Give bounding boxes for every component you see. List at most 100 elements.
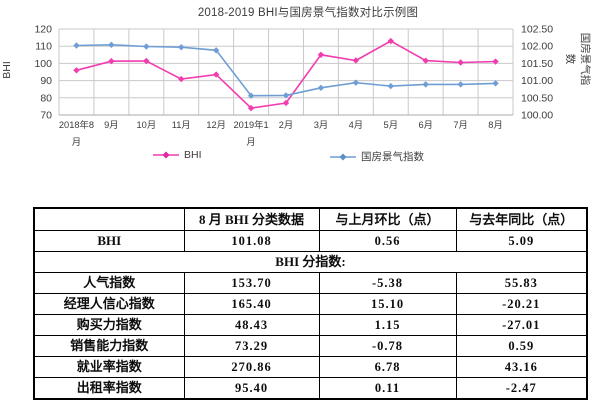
table-cell: 95.40 bbox=[183, 377, 320, 400]
table-cell: 15.10 bbox=[318, 293, 457, 315]
data-point-国房景气指数 bbox=[212, 47, 220, 54]
x-axis-tick-label: 4月 bbox=[349, 120, 363, 130]
row-label-span: BHI 分指数: bbox=[33, 251, 588, 273]
table-cell: 1.15 bbox=[318, 314, 457, 336]
row-label-text: BHI 分指数: bbox=[275, 254, 346, 269]
x-axis-tick-label: 8月 bbox=[488, 120, 502, 130]
legend-item-ghi: 国房景气指数 bbox=[329, 149, 424, 164]
data-point-BHI bbox=[492, 58, 499, 65]
header-cell: 8 月 BHI 分类数据 bbox=[183, 207, 320, 231]
data-point-BHI bbox=[212, 71, 220, 78]
bhi-line-marker-icon bbox=[153, 151, 179, 159]
header-cell: 与上月环比（点） bbox=[318, 207, 457, 231]
table-cell: 0.59 bbox=[455, 335, 588, 357]
table-row: 人气指数 153.70 -5.38 55.83 bbox=[33, 272, 588, 294]
table-cell: 153.70 bbox=[183, 272, 320, 294]
data-point-国房景气指数 bbox=[143, 43, 150, 50]
x-axis-tick-label: 月 bbox=[72, 137, 81, 147]
left-axis-tick-label: 70 bbox=[40, 110, 52, 122]
table-cell: 55.83 bbox=[455, 272, 588, 294]
table-cell: -20.21 bbox=[455, 293, 588, 315]
table-row: 就业率指数 270.86 6.78 43.16 bbox=[33, 356, 588, 378]
table-cell: 6.78 bbox=[318, 356, 457, 378]
x-axis-tick-label: 2019年1 bbox=[233, 119, 268, 130]
x-axis-tick-label: 2018年8 bbox=[59, 119, 94, 130]
row-label: BHI bbox=[33, 230, 185, 252]
data-point-BHI bbox=[317, 51, 325, 58]
table-cell: 101.08 bbox=[183, 230, 320, 252]
row-label: 购买力指数 bbox=[33, 314, 185, 336]
table-cell: 5.09 bbox=[455, 230, 588, 252]
x-axis-tick-label: 10月 bbox=[136, 120, 156, 130]
data-point-国房景气指数 bbox=[282, 92, 290, 99]
left-axis-tick-label: 110 bbox=[35, 41, 52, 53]
data-point-BHI bbox=[108, 57, 115, 65]
data-point-国房景气指数 bbox=[457, 81, 464, 88]
right-axis-title: 国房景气指数 bbox=[564, 32, 591, 86]
data-point-BHI bbox=[247, 104, 255, 112]
row-label: 经理人信心指数 bbox=[33, 293, 185, 315]
legend-label-ghi: 国房景气指数 bbox=[361, 151, 424, 163]
data-point-BHI bbox=[422, 57, 429, 64]
row-label: 销售能力指数 bbox=[33, 335, 185, 357]
chart-title: 2018-2019 BHI与国房景气指数对比示例图 bbox=[197, 7, 419, 19]
data-point-BHI bbox=[73, 67, 80, 74]
data-point-国房景气指数 bbox=[352, 79, 360, 86]
data-point-国房景气指数 bbox=[492, 80, 499, 87]
row-label: 人气指数 bbox=[33, 272, 185, 294]
x-axis-tick-label: 11月 bbox=[172, 120, 191, 130]
bhi-comparison-chart: 2018-2019 BHI与国房景气指数对比示例图 120 110 100 90 80 7… bbox=[0, 0, 616, 170]
x-axis-tick-label: 7月 bbox=[453, 120, 467, 130]
x-axis-tick-label: 5月 bbox=[384, 120, 398, 130]
left-axis-tick-label: 100 bbox=[34, 58, 52, 70]
header-cell-empty bbox=[33, 207, 185, 231]
table-cell: 270.86 bbox=[183, 356, 320, 378]
data-point-国房景气指数 bbox=[73, 42, 80, 49]
legend-label-bhi: BHI bbox=[184, 149, 202, 161]
bhi-breakdown-table: 8 月 BHI 分类数据 与上月环比（点） 与去年同比（点） BHI 101.08 0.5… bbox=[33, 207, 588, 400]
x-axis-tick-label: 月 bbox=[246, 137, 255, 147]
right-axis-tick-label: 102.50 bbox=[521, 24, 553, 36]
header-cell: 与去年同比（点） bbox=[455, 207, 588, 231]
right-axis-tick-label: 101.00 bbox=[521, 75, 553, 87]
table-header-row: 8 月 BHI 分类数据 与上月环比（点） 与去年同比（点） bbox=[33, 207, 588, 231]
table-row: BHI 分指数: bbox=[33, 251, 588, 273]
x-axis-tick-label: 12月 bbox=[206, 120, 226, 130]
data-point-国房景气指数 bbox=[108, 41, 115, 49]
right-axis-tick-label: 101.50 bbox=[521, 58, 553, 70]
x-axis-tick-label: 9月 bbox=[104, 120, 118, 130]
right-axis-tick-label: 102.00 bbox=[521, 41, 553, 53]
data-point-国房景气指数 bbox=[422, 81, 429, 88]
table-cell: 0.56 bbox=[318, 230, 457, 252]
data-point-BHI bbox=[178, 75, 185, 83]
data-point-BHI bbox=[282, 99, 290, 107]
table-cell: -27.01 bbox=[455, 314, 588, 336]
row-label: 出租率指数 bbox=[33, 377, 185, 400]
table-cell: 0.11 bbox=[318, 377, 457, 400]
row-label: 就业率指数 bbox=[33, 356, 185, 378]
table-row: 出租率指数 95.40 0.11 -2.47 bbox=[33, 377, 588, 400]
table-cell: -5.38 bbox=[318, 272, 457, 294]
data-point-BHI bbox=[143, 57, 150, 65]
x-axis-tick-label: 6月 bbox=[418, 120, 432, 130]
data-point-BHI bbox=[387, 37, 394, 45]
legend-item-bhi: BHI bbox=[152, 149, 202, 161]
series-line-国房景气指数 bbox=[76, 43, 496, 97]
x-axis-tick-label: 2月 bbox=[279, 120, 293, 130]
table-row: 经理人信心指数 165.40 15.10 -20.21 bbox=[33, 293, 588, 315]
table-cell: 48.43 bbox=[183, 314, 320, 336]
table-row: 购买力指数 48.43 1.15 -27.01 bbox=[33, 314, 588, 336]
data-point-BHI bbox=[457, 59, 464, 66]
data-point-国房景气指数 bbox=[317, 84, 325, 92]
data-point-国房景气指数 bbox=[247, 92, 255, 99]
line-chart-plot: 120 110 100 90 80 70 102.50 102.00 101.50 101.00 1… bbox=[34, 24, 553, 148]
table-cell: 43.16 bbox=[455, 356, 588, 378]
left-axis-tick-label: 120 bbox=[34, 24, 52, 36]
table-cell: 165.40 bbox=[183, 293, 320, 315]
data-point-国房景气指数 bbox=[178, 44, 185, 51]
left-axis-tick-label: 90 bbox=[40, 75, 52, 87]
x-axis-tick-label: 3月 bbox=[314, 120, 328, 130]
right-axis-tick-label: 100.00 bbox=[521, 110, 553, 122]
data-point-BHI bbox=[352, 57, 360, 64]
left-axis-title: BHI bbox=[1, 61, 13, 79]
